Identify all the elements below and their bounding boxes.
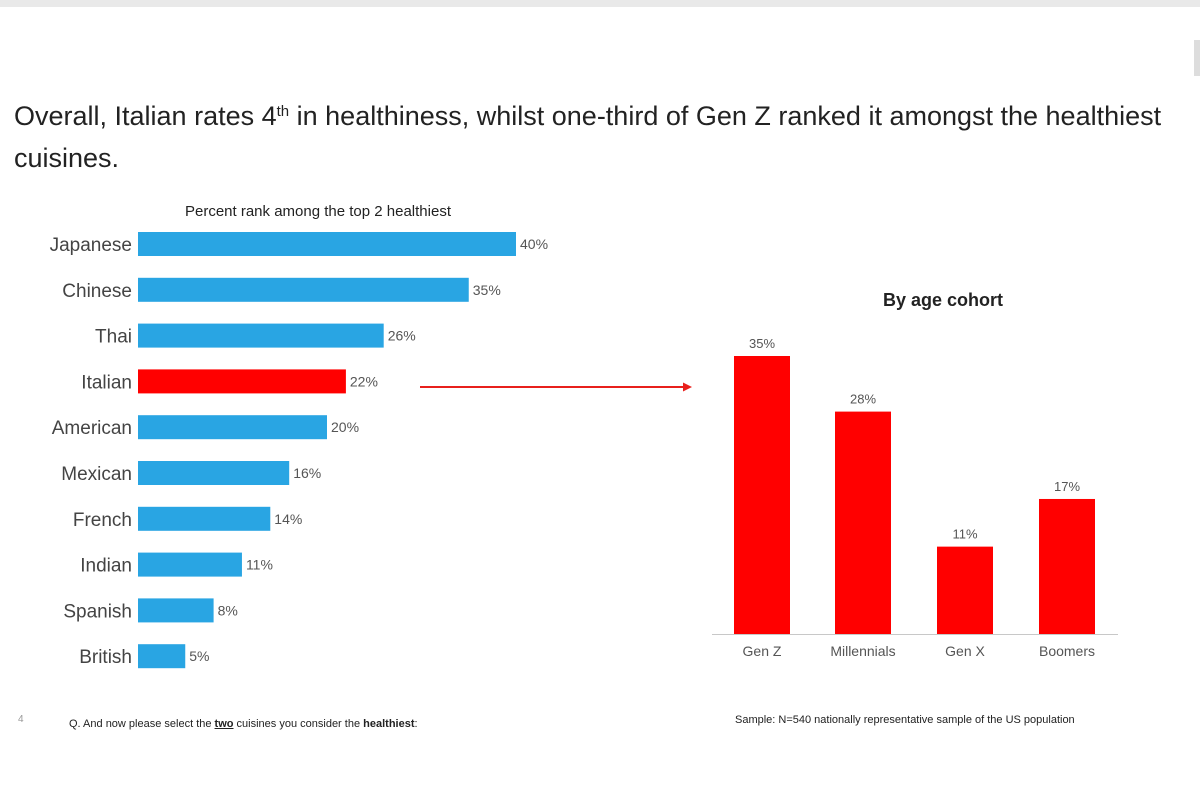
category-label-spanish: Spanish bbox=[63, 601, 132, 622]
value-label-boomers: 17% bbox=[1054, 479, 1080, 494]
scroll-edge bbox=[1194, 40, 1200, 76]
value-label-gen-x: 11% bbox=[952, 527, 977, 542]
cuisine-healthiness-chart: Percent rank among the top 2 healthiest J… bbox=[50, 203, 548, 669]
bar-british bbox=[138, 644, 186, 669]
category-label-thai: Thai bbox=[95, 327, 132, 348]
bar-spanish bbox=[138, 598, 214, 623]
category-label-american: American bbox=[52, 418, 132, 439]
bar-boomers bbox=[1039, 498, 1095, 634]
bar-american bbox=[138, 415, 327, 440]
headline-part2: in healthiness, whilst one-third of Gen … bbox=[14, 101, 1162, 173]
category-label-boomers: Boomers bbox=[1039, 643, 1095, 659]
bar-gen-x bbox=[937, 546, 993, 634]
value-label-spanish: 8% bbox=[218, 602, 238, 618]
value-label-american: 20% bbox=[331, 419, 359, 435]
slide-headline: Overall, Italian rates 4th in healthines… bbox=[14, 95, 1184, 179]
category-label-japanese: Japanese bbox=[50, 235, 132, 256]
chart-title: By age cohort bbox=[883, 290, 1003, 310]
arrow-head bbox=[683, 382, 692, 392]
bar-mexican bbox=[138, 461, 290, 485]
question-suffix: : bbox=[414, 718, 418, 730]
headline-part1: Overall, Italian rates 4 bbox=[14, 101, 277, 131]
bar-french bbox=[138, 506, 271, 531]
bar-chinese bbox=[138, 277, 469, 302]
value-label-british: 5% bbox=[189, 648, 209, 664]
question-emphasis-two: two bbox=[214, 718, 234, 730]
value-label-chinese: 35% bbox=[473, 282, 501, 298]
top-band bbox=[0, 0, 1200, 7]
headline-superscript: th bbox=[276, 103, 290, 120]
question-emphasis-healthiest: healthiest bbox=[363, 718, 415, 730]
value-label-mexican: 16% bbox=[293, 465, 321, 481]
chart-title: Percent rank among the top 2 healthiest bbox=[185, 203, 452, 220]
category-label-italian: Italian bbox=[81, 372, 132, 393]
category-label-french: French bbox=[73, 510, 132, 531]
bar-thai bbox=[138, 323, 384, 348]
value-label-indian: 11% bbox=[246, 557, 273, 573]
age-cohort-chart: By age cohort 35% Gen Z 28% Millennials 11% Ge… bbox=[712, 290, 1118, 659]
bar-italian bbox=[138, 369, 346, 394]
bar-millennials bbox=[835, 411, 891, 634]
category-label-gen-z: Gen Z bbox=[743, 643, 782, 659]
bar-gen-z bbox=[734, 356, 790, 634]
value-label-millennials: 28% bbox=[850, 392, 876, 407]
category-label-chinese: Chinese bbox=[62, 281, 132, 302]
category-label-indian: Indian bbox=[80, 556, 132, 577]
category-label-millennials: Millennials bbox=[830, 643, 895, 659]
bar-japanese bbox=[138, 232, 516, 256]
category-label-british: British bbox=[79, 647, 132, 668]
value-label-french: 14% bbox=[274, 511, 302, 527]
value-label-japanese: 40% bbox=[520, 236, 548, 252]
value-label-gen-z: 35% bbox=[749, 336, 775, 351]
value-label-thai: 26% bbox=[388, 328, 416, 344]
sample-note: Sample: N=540 nationally representative … bbox=[735, 714, 1075, 726]
connector-arrow bbox=[420, 382, 692, 392]
question-prefix: Q. And now please select the bbox=[69, 718, 215, 730]
survey-question: Q. And now please select the two cuisine… bbox=[69, 718, 418, 730]
value-label-italian: 22% bbox=[350, 373, 378, 389]
category-label-mexican: Mexican bbox=[61, 464, 132, 485]
bar-indian bbox=[138, 552, 242, 577]
category-label-gen-x: Gen X bbox=[945, 643, 985, 659]
page-number: 4 bbox=[18, 714, 24, 725]
question-middle: cuisines you consider the bbox=[233, 718, 364, 730]
